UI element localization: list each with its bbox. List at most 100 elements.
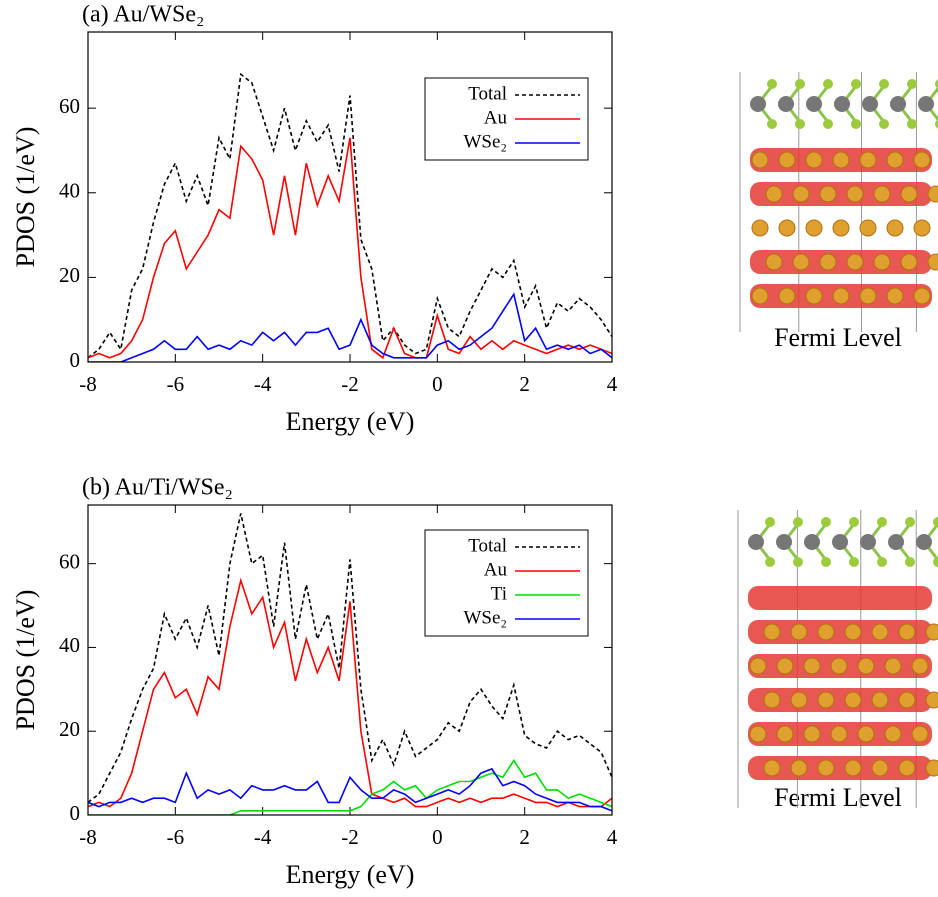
au-atom bbox=[925, 691, 938, 709]
x-axis-label: Energy (eV) bbox=[286, 860, 415, 889]
w-atom bbox=[778, 96, 794, 112]
x-tick-label: -2 bbox=[341, 825, 359, 849]
au-atom bbox=[871, 759, 889, 777]
au-atom bbox=[778, 219, 796, 237]
se-atom bbox=[765, 557, 775, 567]
au-atom bbox=[857, 657, 875, 675]
w-atom bbox=[890, 96, 906, 112]
au-atom bbox=[763, 691, 781, 709]
au-atom bbox=[832, 219, 850, 237]
au-atom bbox=[859, 287, 877, 305]
au-atom bbox=[805, 219, 823, 237]
se-atom bbox=[905, 557, 915, 567]
y-tick-label: 0 bbox=[70, 801, 81, 825]
au-atom bbox=[859, 219, 877, 237]
au-atom bbox=[805, 287, 823, 305]
au-atom bbox=[805, 151, 823, 169]
au-atom bbox=[927, 185, 938, 203]
y-tick-label: 60 bbox=[59, 94, 80, 118]
au-atom bbox=[873, 253, 891, 271]
se-atom bbox=[849, 557, 859, 567]
se-atom bbox=[767, 119, 777, 129]
au-atom bbox=[751, 219, 769, 237]
y-tick-label: 0 bbox=[70, 348, 81, 372]
au-atom bbox=[925, 623, 938, 641]
structure-image bbox=[737, 510, 938, 808]
series-line bbox=[88, 767, 612, 812]
se-atom bbox=[879, 79, 889, 89]
x-tick-label: -6 bbox=[167, 825, 185, 849]
au-atom bbox=[792, 253, 810, 271]
legend-label: Total bbox=[468, 83, 507, 104]
au-atom bbox=[913, 151, 931, 169]
legend-label: WSe₂ bbox=[463, 607, 507, 628]
au-atom bbox=[830, 725, 848, 743]
x-tick-label: 0 bbox=[432, 372, 443, 396]
au-atom bbox=[832, 287, 850, 305]
au-atom bbox=[790, 759, 808, 777]
au-atom bbox=[859, 151, 877, 169]
se-atom bbox=[795, 79, 805, 89]
au-atom bbox=[886, 287, 904, 305]
se-atom bbox=[851, 119, 861, 129]
w-atom bbox=[806, 96, 822, 112]
se-atom bbox=[935, 119, 938, 129]
w-atom bbox=[748, 534, 764, 550]
x-tick-label: -6 bbox=[167, 372, 185, 396]
au-atom bbox=[776, 657, 794, 675]
chart-title: (b) Au/Ti/WSe₂ bbox=[82, 475, 233, 501]
x-tick-label: 0 bbox=[432, 825, 443, 849]
w-atom bbox=[888, 534, 904, 550]
se-atom bbox=[933, 557, 938, 567]
w-atom bbox=[918, 96, 934, 112]
w-atom bbox=[916, 534, 932, 550]
au-atom bbox=[857, 725, 875, 743]
plot-frame bbox=[87, 504, 613, 816]
x-tick-label: -2 bbox=[341, 372, 359, 396]
au-atom bbox=[911, 657, 929, 675]
legend-label: WSe₂ bbox=[463, 131, 507, 152]
au-atom bbox=[832, 151, 850, 169]
au-atom bbox=[751, 287, 769, 305]
w-atom bbox=[862, 96, 878, 112]
au-atom bbox=[846, 185, 864, 203]
y-tick-label: 20 bbox=[59, 263, 80, 287]
legend-label: Ti bbox=[491, 583, 507, 604]
y-tick-label: 20 bbox=[59, 717, 80, 741]
x-tick-label: -4 bbox=[254, 372, 272, 396]
se-atom bbox=[793, 557, 803, 567]
x-tick-label: -4 bbox=[254, 825, 272, 849]
chart-title: (a) Au/WSe₂ bbox=[82, 2, 204, 28]
se-atom bbox=[823, 79, 833, 89]
au-atom bbox=[846, 253, 864, 271]
au-atom bbox=[871, 623, 889, 641]
se-atom bbox=[877, 557, 887, 567]
w-atom bbox=[804, 534, 820, 550]
au-atom bbox=[776, 725, 794, 743]
au-atom bbox=[844, 623, 862, 641]
au-atom bbox=[763, 623, 781, 641]
au-atom bbox=[749, 657, 767, 675]
series-line bbox=[88, 72, 612, 359]
au-atom bbox=[900, 185, 918, 203]
y-tick-label: 40 bbox=[59, 633, 80, 657]
plot-lines bbox=[88, 72, 612, 362]
se-atom bbox=[821, 517, 831, 527]
x-tick-label: 2 bbox=[519, 372, 530, 396]
au-atom bbox=[803, 725, 821, 743]
series-line bbox=[88, 513, 612, 804]
plot-frame bbox=[87, 31, 613, 363]
w-atom bbox=[860, 534, 876, 550]
au-atom bbox=[898, 623, 916, 641]
au-atom bbox=[749, 725, 767, 743]
y-axis-label: PDOS (1/eV) bbox=[11, 127, 40, 268]
au-atom bbox=[819, 185, 837, 203]
se-atom bbox=[907, 119, 917, 129]
se-atom bbox=[935, 79, 938, 89]
au-atom bbox=[778, 287, 796, 305]
se-atom bbox=[795, 119, 805, 129]
x-tick-label: 4 bbox=[607, 825, 618, 849]
x-tick-label: 2 bbox=[519, 825, 530, 849]
au-atom bbox=[913, 219, 931, 237]
